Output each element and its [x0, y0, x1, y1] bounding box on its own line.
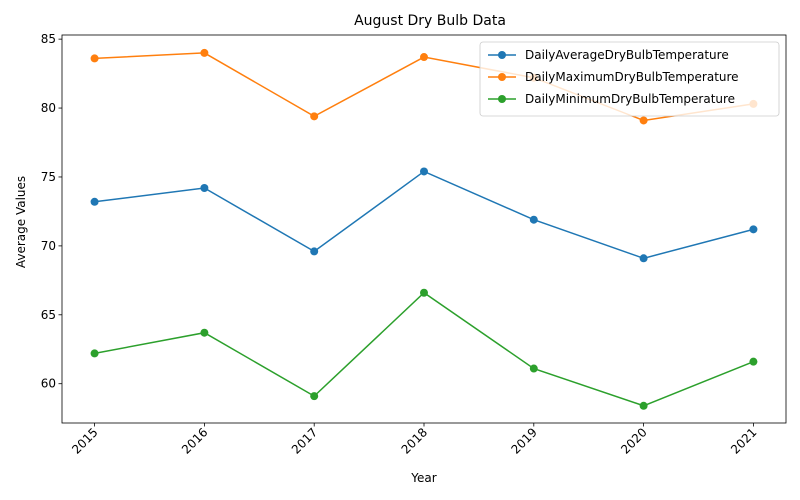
- legend-marker-2: [498, 95, 506, 103]
- series-0-point: [200, 183, 209, 192]
- legend-marker-1: [498, 73, 506, 81]
- y-axis-label: Average Values: [14, 176, 28, 268]
- x-tick-label: 2020: [618, 425, 649, 456]
- y-tick-label: 70: [41, 239, 56, 253]
- series-2-point: [420, 288, 428, 297]
- series-2-point: [310, 392, 319, 401]
- series-0-point: [529, 215, 538, 224]
- y-tick-label: 80: [41, 101, 56, 115]
- x-tick-label: 2019: [508, 425, 539, 456]
- series-1-point: [310, 112, 319, 121]
- series-2-point: [90, 349, 99, 358]
- series-2-point: [529, 364, 538, 373]
- series-2-point: [639, 401, 648, 410]
- series-0-point: [420, 167, 428, 176]
- series-2-point: [200, 328, 209, 337]
- series-1-point: [90, 54, 99, 63]
- series-1-point: [639, 116, 648, 125]
- series-0-point: [639, 254, 648, 263]
- legend-label-0: DailyAverageDryBulbTemperature: [525, 48, 729, 62]
- y-tick-label: 75: [41, 170, 56, 184]
- x-axis-label: Year: [410, 471, 436, 485]
- x-tick-label: 2016: [179, 425, 210, 456]
- series-line-0: [94, 170, 754, 260]
- x-tick-label: 2015: [69, 425, 100, 456]
- legend-marker-0: [498, 51, 506, 59]
- x-tick-label: 2021: [728, 425, 759, 456]
- series-0-point: [749, 225, 758, 234]
- x-tick-label: 2017: [289, 425, 320, 456]
- series-1-point: [420, 53, 428, 62]
- series-1-point: [200, 48, 209, 57]
- x-tick-label: 2018: [399, 425, 430, 456]
- legend-label-2: DailyMinimumDryBulbTemperature: [525, 92, 735, 106]
- y-tick-label: 65: [41, 308, 56, 322]
- legend: DailyAverageDryBulbTemperature DailyMaxim…: [479, 41, 780, 117]
- y-tick-label: 60: [41, 377, 56, 391]
- series-line-2: [94, 291, 754, 407]
- series-0-point: [310, 247, 319, 256]
- legend-box: [479, 41, 780, 117]
- series-2-point: [749, 357, 758, 366]
- series-0-point: [90, 197, 99, 206]
- y-tick-label: 85: [41, 32, 56, 46]
- legend-label-1: DailyMaximumDryBulbTemperature: [525, 70, 739, 84]
- chart-title: August Dry Bulb Data: [354, 13, 506, 29]
